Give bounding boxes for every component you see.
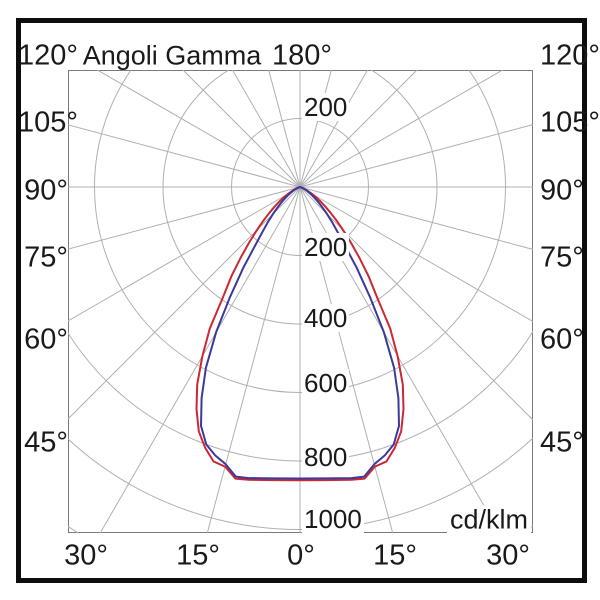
angle-label-right-45: 45° (540, 426, 584, 459)
angle-label-left-45: 45° (24, 426, 68, 459)
angle-label-bottom-1-15: 15° (176, 539, 220, 572)
ring-label-1-200: 200 (302, 232, 350, 262)
angle-label-left-90: 90° (24, 174, 68, 207)
ring-label-3-600: 600 (302, 368, 350, 398)
curve-red (195, 186, 405, 482)
angle-label-right-120: 120° (540, 39, 600, 72)
angle-label-right-60: 60° (540, 323, 584, 356)
ring-label-4-800: 800 (302, 442, 350, 472)
angle-label-bottom-4-30: 30° (486, 539, 530, 572)
angle-label-left-120: 120° (18, 39, 78, 72)
angle-label-180: 180° (272, 39, 332, 72)
angle-label-bottom-3-15: 15° (373, 539, 417, 572)
chart-title: Angoli Gamma (82, 40, 262, 71)
ring-label-0-200: 200 (302, 92, 350, 122)
ring-label-5-1000: 1000 (302, 504, 364, 534)
angle-label-right-105: 105° (540, 106, 600, 139)
ring-label-2-400: 400 (302, 303, 350, 333)
angle-label-right-90: 90° (540, 174, 584, 207)
angle-label-left-105: 105° (18, 106, 78, 139)
angle-label-bottom-0-30: 30° (64, 539, 108, 572)
angle-label-right-75: 75° (540, 241, 584, 274)
angle-label-left-60: 60° (24, 323, 68, 356)
unit-label: cd/klm (446, 505, 531, 535)
angle-label-left-75: 75° (24, 241, 68, 274)
curve-blue (200, 186, 400, 480)
angle-label-bottom-2-0: 0° (287, 539, 315, 572)
